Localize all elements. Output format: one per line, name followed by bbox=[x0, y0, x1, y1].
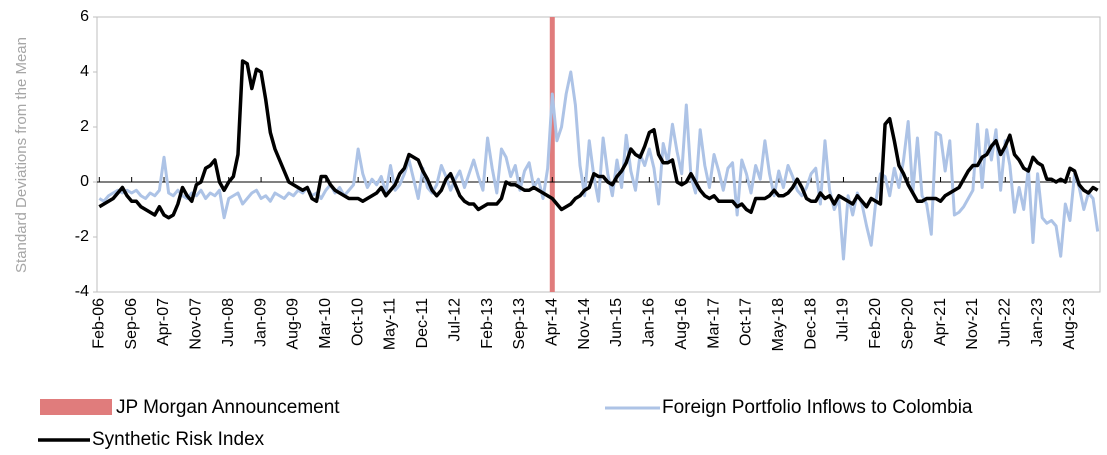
x-tick-label: Aug-16 bbox=[673, 298, 690, 350]
x-tick-label: Jun-08 bbox=[220, 298, 237, 347]
x-tick-label: May-18 bbox=[770, 298, 787, 351]
x-tick-label: Aug-09 bbox=[285, 298, 302, 350]
legend-label: Synthetic Risk Index bbox=[92, 429, 265, 450]
x-tick-label: Apr-14 bbox=[543, 298, 560, 346]
x-tick-label: Mar-10 bbox=[317, 298, 334, 349]
x-tick-label: Apr-21 bbox=[932, 298, 949, 346]
plot-frame bbox=[96, 16, 1101, 293]
series-line bbox=[98, 59, 1099, 220]
x-tick-label: Sep-20 bbox=[899, 298, 916, 350]
y-tick-label: 2 bbox=[80, 118, 89, 135]
x-tick-label: Apr-07 bbox=[155, 298, 172, 346]
x-tick-label: Feb-06 bbox=[91, 298, 108, 349]
series-line bbox=[98, 70, 1100, 261]
y-tick-label: 4 bbox=[80, 63, 89, 80]
y-tick-label: -4 bbox=[75, 283, 89, 300]
x-tick-label: Jul-12 bbox=[446, 298, 463, 342]
x-tick-label: Jan-09 bbox=[252, 298, 269, 347]
y-tick-label: 6 bbox=[80, 8, 89, 25]
x-tick-label: Jan-16 bbox=[641, 298, 658, 347]
x-tick-label: Jul-19 bbox=[835, 298, 852, 342]
x-tick-label: Sep-13 bbox=[511, 298, 528, 350]
x-tick-label: Feb-20 bbox=[867, 298, 884, 349]
y-tick-label: -2 bbox=[75, 228, 89, 245]
x-tick-label: Jan-23 bbox=[1029, 298, 1046, 347]
legend-label: JP Morgan Announcement bbox=[116, 397, 340, 418]
y-axis-title: Standard Deviations from the Mean bbox=[13, 37, 30, 273]
x-tick-label: Nov-14 bbox=[576, 298, 593, 350]
legend-swatch bbox=[40, 399, 112, 415]
x-tick-label: Mar-17 bbox=[705, 298, 722, 349]
x-tick-label: Jun-22 bbox=[996, 298, 1013, 347]
x-tick-label: Sep-06 bbox=[123, 298, 140, 350]
x-tick-label: Dec-18 bbox=[802, 298, 819, 350]
x-tick-label: Oct-10 bbox=[349, 298, 366, 346]
x-tick-label: Oct-17 bbox=[738, 298, 755, 346]
announcement-line bbox=[549, 17, 555, 292]
x-tick-label: Feb-13 bbox=[479, 298, 496, 349]
x-tick-label: Aug-23 bbox=[1061, 298, 1078, 350]
x-tick-label: Dec-11 bbox=[414, 298, 431, 348]
x-tick-label: Nov-21 bbox=[964, 298, 981, 350]
x-tick-label: Jun-15 bbox=[608, 298, 625, 347]
legend-label: Foreign Portfolio Inflows to Colombia bbox=[662, 397, 973, 418]
y-tick-label: 0 bbox=[80, 173, 89, 190]
x-tick-label: May-11 bbox=[382, 298, 399, 350]
x-tick-label: Nov-07 bbox=[188, 298, 205, 350]
